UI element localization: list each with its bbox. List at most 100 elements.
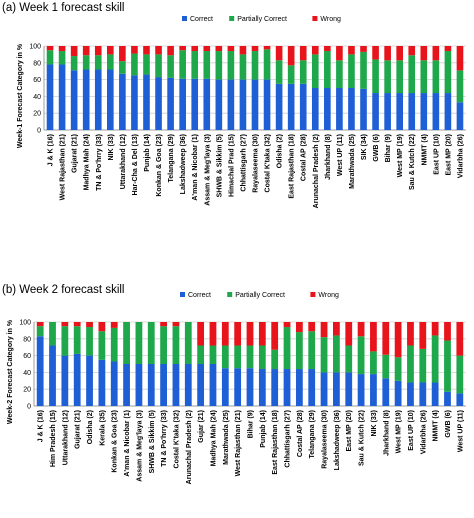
bar-correct [263,79,271,130]
x-tick-label: GWB (6) [373,134,380,162]
bar-correct [160,364,167,406]
x-tick-label: Telangana (29) [309,410,316,459]
bar-correct [348,88,355,130]
bar-wrong [191,46,199,52]
y-tick-label: 100 [19,320,31,327]
x-tick-label: East MP (20) [445,134,452,176]
week1-chart: 0 20 40 60 80 100 Week-1 Forecast Category in … [17,16,466,208]
bar-correct [370,374,377,406]
x-tick-label: East Rajasthan (18) [272,410,279,475]
bar-wrong [131,46,138,54]
bar-wrong [167,46,174,56]
bar-partially-correct [456,70,464,103]
bar-wrong [431,322,439,336]
bar-wrong [86,322,93,328]
bar-wrong [283,322,291,328]
bar-partially-correct [110,327,118,362]
bar-partially-correct [396,60,404,94]
bar-wrong [372,46,379,60]
bar-wrong [143,46,150,55]
bar-partially-correct [408,55,416,94]
bar-correct [311,88,319,130]
legend-swatch-wrong [310,292,316,297]
bar-partially-correct [382,354,390,379]
bar-correct [336,88,343,130]
bar-partially-correct [73,326,81,354]
bar-correct [167,77,174,130]
bar-correct [251,79,259,130]
bar-correct [357,374,365,406]
x-tick-label: Kerala (35) [99,410,106,446]
bar-correct [119,73,126,130]
bar-wrong [110,322,118,328]
bar-wrong [82,46,90,56]
bar-partially-correct [271,349,279,370]
bar-wrong [58,46,66,52]
bar-correct [58,64,66,130]
x-tick-label: Konkan & Goa (23) [156,134,163,197]
week2-chart: 0 20 40 60 80 100 Week-2 Forecast Category in … [7,292,466,484]
bar-partially-correct [360,51,367,89]
x-tick-label: Madhya Mah (24) [84,134,91,190]
x-tick-label: Himachal Prad (15) [228,134,235,197]
legend-label-partially-correct: Partially Correct [237,16,287,23]
x-tick-label: Gujar (21) [198,410,205,443]
bar-partially-correct [348,54,355,88]
bar-partially-correct [70,56,78,71]
bar-correct [324,88,331,130]
bar-partially-correct [167,55,174,78]
x-tick-label: East MP (20) [346,410,353,452]
bar-partially-correct [394,357,402,381]
bar-partially-correct [155,54,162,78]
y-tick-label: 100 [29,44,41,51]
bar-correct [191,78,199,130]
bar-wrong [106,46,114,55]
bar-partially-correct [179,50,186,79]
bar-partially-correct [432,60,440,94]
x-tick-label: Jharkhand (8) [383,410,390,456]
x-tick-label: NIK (33) [371,410,378,436]
bar-wrong [295,322,303,333]
bar-partially-correct [336,60,343,88]
bar-correct [94,69,102,130]
bar-correct [456,393,464,406]
bar-partially-correct [209,345,217,364]
x-tick-label: Har-Cha & Del (13) [132,134,139,195]
x-tick-label: Uttarakhand (12) [120,134,127,189]
y-axis-label: Week-2 Forecast Category in % [7,319,14,424]
x-tick-label: Telangana (29) [168,134,175,183]
x-tick-label: Costal AP (28) [301,134,308,181]
bar-correct [320,372,328,406]
bar-wrong [407,322,414,346]
bar-wrong [394,322,402,358]
bar-partially-correct [246,345,254,369]
x-tick-label: West UP (11) [457,410,464,452]
bar-correct [70,70,78,130]
bar-correct [172,364,180,406]
bar-partially-correct [372,59,379,94]
x-tick-label: Marathwada (25) [223,410,230,465]
y-tick-label: 80 [23,336,31,343]
x-tick-label: Konkan & Goa (23) [112,410,119,473]
bar-partially-correct [407,345,414,383]
x-tick-label: Arunachal Pradesh (2) [313,134,320,208]
bar-wrong [275,46,283,61]
bar-wrong [203,46,211,52]
bar-correct [384,93,391,130]
bar-partially-correct [119,61,126,74]
x-tick-label: J & K (16) [48,134,55,166]
bar-partially-correct [172,326,180,364]
x-tick-label: Costal AP (28) [297,410,304,457]
legend-swatch-partially-correct [229,16,235,21]
bar-partially-correct [227,51,235,80]
bar-correct [271,369,279,406]
bar-correct [227,79,235,130]
bar-correct [123,364,130,406]
legend-label-partially-correct: Partially Correct [235,292,285,299]
x-tick-label: Jharkhand (8) [325,134,332,180]
x-tick-label: Lakshadweep (36) [180,134,187,194]
bar-correct [36,336,44,406]
bar-partially-correct [444,51,452,94]
bar-correct [299,83,307,130]
x-tick-label: J & K (16) [38,410,45,442]
